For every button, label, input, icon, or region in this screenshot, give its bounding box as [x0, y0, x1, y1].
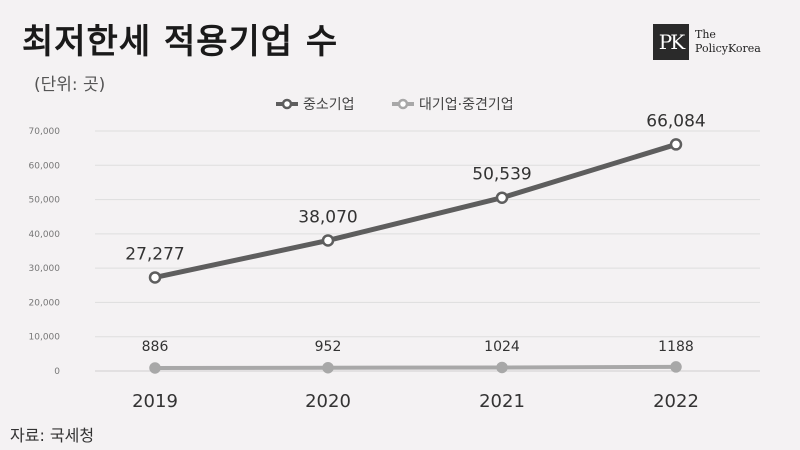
- gridlines: [95, 130, 760, 372]
- data-point: [321, 234, 335, 247]
- series-line: [154, 142, 677, 280]
- x-tick-label: 2019: [132, 391, 178, 412]
- data-label: 66,084: [646, 111, 705, 131]
- data-point: [670, 361, 682, 373]
- legend-item: 대기업·중견기업: [392, 97, 514, 113]
- y-tick-label: 0: [54, 367, 60, 377]
- publisher-logo: PK The PolicyKorea: [653, 24, 761, 60]
- x-tick-label: 2022: [653, 391, 699, 412]
- data-label: 952: [315, 339, 342, 355]
- data-point: [669, 138, 683, 151]
- y-tick-label: 20,000: [29, 298, 61, 308]
- legend-label: 중소기업: [303, 97, 355, 113]
- data-label: 38,070: [298, 207, 357, 227]
- data-label: 27,277: [125, 244, 184, 264]
- data-label: 1024: [484, 339, 520, 355]
- x-tick-label: 2020: [305, 391, 351, 412]
- y-tick-label: 40,000: [29, 230, 61, 240]
- unit-label: (단위: 곳): [34, 75, 106, 95]
- x-tick-label: 2021: [479, 391, 525, 412]
- data-label: 50,539: [472, 165, 531, 185]
- y-tick-label: 10,000: [29, 333, 61, 343]
- y-axis-ticks: 0 10,000 20,000 30,000 40,000 50,000 60,000 70,…: [29, 127, 61, 377]
- legend-swatch-marker: [281, 98, 293, 110]
- chart-title: 최저한세 적용기업 수: [22, 22, 339, 62]
- data-point: [496, 361, 508, 374]
- logo-line-2: PolicyKorea: [695, 42, 761, 55]
- logo-text: The PolicyKorea: [695, 28, 761, 56]
- logo-mark: PK: [653, 24, 689, 60]
- y-tick-label: 30,000: [29, 264, 61, 274]
- legend-label: 대기업·중견기업: [419, 97, 514, 113]
- data-point: [495, 191, 509, 204]
- source-note: 자료: 국세청: [10, 426, 95, 445]
- x-axis-ticks: 2019 2020 2021 2022: [132, 391, 699, 412]
- logo-line-1: The: [695, 28, 716, 41]
- y-tick-label: 50,000: [29, 196, 61, 206]
- series-sme: 27,277 38,070 50,539 66,084: [125, 111, 706, 284]
- y-tick-label: 70,000: [29, 127, 61, 137]
- data-label: 1188: [658, 339, 694, 355]
- series-large-mid: 886 952 1024 1188: [142, 339, 694, 374]
- legend-item: 중소기업: [276, 97, 355, 113]
- series-group: 27,277 38,070 50,539 66,084 886 952 1024 1188: [125, 111, 706, 374]
- series-line: [154, 364, 677, 370]
- data-label: 886: [142, 339, 169, 355]
- y-tick-label: 60,000: [29, 161, 61, 171]
- data-point: [148, 271, 162, 284]
- data-point: [322, 361, 334, 374]
- data-point: [149, 362, 161, 374]
- legend: 중소기업 대기업·중견기업: [276, 97, 514, 113]
- legend-swatch-marker: [397, 98, 409, 110]
